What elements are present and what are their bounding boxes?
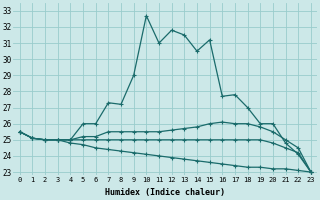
X-axis label: Humidex (Indice chaleur): Humidex (Indice chaleur) [105,188,225,197]
